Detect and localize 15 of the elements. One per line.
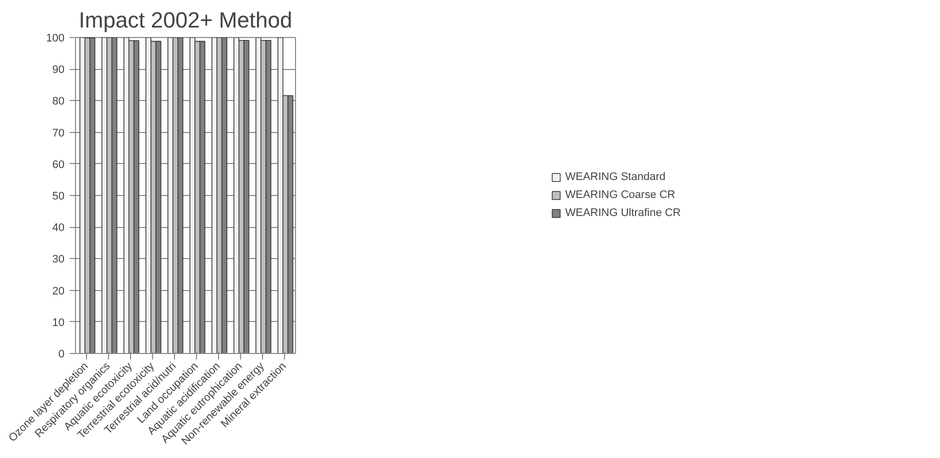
y-tick-label: 90	[52, 64, 65, 76]
y-tick-label: 0	[58, 348, 65, 360]
y-tick-label: 30	[52, 254, 65, 266]
y-tick-label: 60	[52, 158, 65, 171]
y-tick-label: 80	[52, 96, 65, 108]
y-tick-label: 70	[52, 127, 65, 140]
legend-label: WEARING Ultrafine CR	[565, 207, 681, 219]
y-tick-label: 10	[52, 316, 65, 329]
chart-title: Impact 2002+ Method	[78, 8, 292, 32]
y-tick-label: 50	[52, 190, 65, 202]
y-tick-label: 40	[52, 222, 65, 234]
y-tick-label: 20	[52, 285, 65, 298]
legend-label: WEARING Standard	[565, 171, 666, 183]
y-tick-label: 100	[46, 32, 65, 44]
legend-label: WEARING Coarse CR	[565, 189, 676, 201]
